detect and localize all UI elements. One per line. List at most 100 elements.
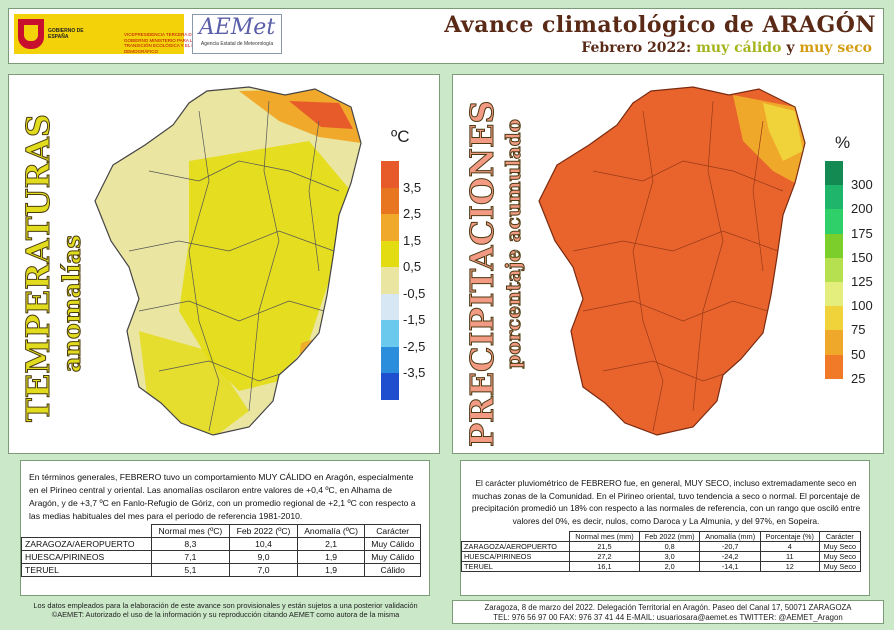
legend-swatch (381, 161, 399, 188)
subtitle-precip-character: muy seco (799, 40, 872, 56)
legend-swatch (381, 373, 399, 400)
temperature-summary-text: En términos generales, FEBRERO tuvo un c… (29, 472, 416, 521)
station-cell: ZARAGOZA/AEROPUERTO (21, 537, 152, 551)
percent-cell: 11 (759, 551, 820, 562)
table-header: Carácter (364, 524, 421, 538)
footer-contact: Zaragoza, 8 de marzo del 2022. Delegació… (452, 600, 884, 624)
table-row: TERUEL 16,1 2,0 -14,1 12 Muy Seco (460, 561, 862, 572)
footer-contact-line2: TEL: 976 56 97 00 FAX: 976 37 41 44 E-MA… (493, 612, 843, 622)
table-row: ZARAGOZA/AEROPUERTO 21,5 0,8 -20,7 4 Muy… (460, 541, 862, 552)
character-cell: Muy Seco (818, 561, 862, 572)
temperature-anomaly-map (94, 86, 362, 436)
footer-disclaimer-line2: ©AEMET: Autorizado el uso de la informac… (51, 609, 400, 619)
legend-swatch (825, 185, 843, 210)
table-header: Normal mes (mm) (569, 531, 640, 542)
precipitation-subtitle: porcentaje acumulado (501, 119, 526, 370)
table-header: Feb 2022 (ºC) (229, 524, 298, 538)
character-cell: Muy Seco (818, 551, 862, 562)
legend-label: 3,5 (403, 179, 422, 195)
subtitle-join: y (786, 40, 795, 56)
legend-label: -2,5 (403, 338, 426, 354)
temperature-table: Normal mes (ºC) Feb 2022 (ºC) Anomalía (… (21, 524, 421, 577)
table-header: Normal mes (ºC) (150, 524, 231, 538)
footer-disclaimer: Los datos empleados para la elaboración … (8, 601, 443, 619)
temperature-subtitle: anomalías (57, 235, 87, 373)
table-row: ZARAGOZA/AEROPUERTO 8,3 10,4 2,1 Muy Cál… (21, 537, 421, 551)
legend-label: 150 (851, 249, 873, 265)
legend-label: 2,5 (403, 206, 422, 221)
legend-swatch (381, 293, 399, 320)
normal-cell: 16,1 (569, 561, 640, 572)
percent-cell: 12 (759, 561, 820, 572)
character-cell: Muy Seco (818, 541, 862, 552)
table-header: Anomalía (mm) (699, 531, 761, 542)
value-cell: 3,0 (638, 551, 701, 562)
table-header: Porcentaje (%) (759, 531, 820, 542)
legend-label: -1,5 (403, 312, 426, 327)
temperature-summary-box: En términos generales, FEBRERO tuvo un c… (20, 460, 430, 596)
aemet-logo-subtitle: Agencia Estatal de Meteorología (200, 41, 274, 47)
station-cell: HUESCA/PIRINEOS (460, 551, 571, 562)
table-row: HUESCA/PIRINEOS 7,1 9,0 1,9 Muy Cálido (21, 550, 421, 564)
footer-disclaimer-line1: Los datos empleados para la elaboración … (33, 601, 418, 610)
legend-swatch (825, 209, 843, 234)
legend-label: 300 (851, 177, 873, 193)
legend-swatch (381, 320, 399, 347)
value-cell: 9,0 (229, 550, 298, 564)
precipitation-panel: PRECIPITACIONES porcentaje acumulado % 3… (452, 74, 884, 454)
table-corner (462, 532, 570, 542)
precipitation-summary-text: El carácter pluviométrico de FEBRERO fue… (471, 478, 861, 526)
legend-swatch (381, 346, 399, 373)
footer-contact-line1: Zaragoza, 8 de marzo del 2022. Delegació… (484, 603, 852, 612)
ministry-label: VICEPRESIDENCIA TERCERA DEL GOBIERNO MIN… (124, 32, 204, 54)
normal-cell: 27,2 (569, 551, 640, 562)
percent-cell: 4 (759, 541, 820, 552)
aemet-logo: AEMet Agencia Estatal de Meteorología (192, 14, 282, 54)
legend-swatch (825, 306, 843, 331)
precipitation-title: PRECIPITACIONES (463, 100, 502, 447)
normal-cell: 8,3 (150, 537, 231, 551)
value-cell: 0,8 (638, 541, 701, 552)
precipitation-table: Normal mes (mm) Feb 2022 (mm) Anomalía (… (460, 531, 862, 572)
legend-swatch (825, 282, 843, 307)
normal-cell: 21,5 (569, 541, 640, 552)
page-subtitle: Febrero 2022: muy cálido y muy seco (581, 40, 872, 56)
government-logo: GOBIERNO DE ESPAÑA VICEPRESIDENCIA TERCE… (14, 14, 204, 54)
temperature-legend-unit: ºC (391, 127, 410, 146)
legend-swatch (381, 267, 399, 294)
anomaly-cell: -24,2 (699, 551, 761, 562)
table-header: Feb 2022 (mm) (638, 531, 701, 542)
character-cell: Cálido (364, 563, 421, 577)
spain-shield-icon (18, 19, 44, 49)
anomaly-cell: 2,1 (296, 537, 366, 551)
gov-label: GOBIERNO DE ESPAÑA (48, 28, 84, 40)
subtitle-prefix: Febrero 2022: (581, 40, 692, 56)
table-corner (22, 525, 152, 538)
table-row: TERUEL 5,1 7,0 1,9 Cálido (21, 563, 421, 577)
station-cell: HUESCA/PIRINEOS (21, 550, 152, 564)
legend-label: 175 (851, 225, 873, 241)
value-cell: 10,4 (229, 537, 298, 551)
legend-swatch (825, 257, 843, 282)
precipitation-summary-box: El carácter pluviométrico de FEBRERO fue… (460, 460, 870, 596)
aemet-logo-text: AEMet (198, 15, 276, 40)
legend-label: -3,5 (403, 365, 426, 380)
legend-swatch (825, 233, 843, 258)
anomaly-cell: 1,9 (296, 563, 366, 577)
value-cell: 7,0 (229, 563, 298, 577)
legend-swatch (825, 354, 843, 379)
legend-swatch (825, 161, 843, 186)
legend-label: 25 (851, 370, 866, 386)
subtitle-temp-character: muy cálido (696, 40, 782, 56)
character-cell: Muy Cálido (364, 550, 421, 564)
page-title: Avance climatológico de ARAGÓN (444, 12, 876, 38)
legend-swatch (381, 214, 399, 241)
legend-label: 0,5 (403, 259, 422, 274)
precipitation-percent-map (538, 86, 806, 436)
station-cell: TERUEL (21, 563, 152, 577)
station-cell: TERUEL (460, 561, 571, 572)
table-header: Carácter (818, 531, 862, 542)
character-cell: Muy Cálido (364, 537, 421, 551)
normal-cell: 7,1 (150, 550, 231, 564)
value-cell: 2,0 (638, 561, 701, 572)
